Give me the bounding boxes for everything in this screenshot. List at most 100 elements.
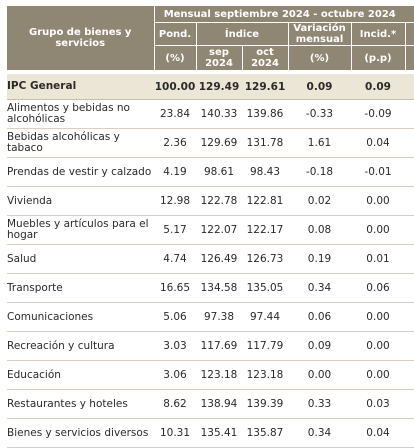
col-var-header: Variación mensual xyxy=(288,22,352,46)
incid-cell: -0.09 xyxy=(351,99,405,129)
table-row: Transporte 16.65 134.58 135.05 0.34 0.06 xyxy=(7,273,414,303)
oct-cell: 123.18 xyxy=(242,360,288,390)
table-row: Bienes y servicios diversos 10.31 135.41 13… xyxy=(7,418,414,448)
sep-cell: 134.58 xyxy=(196,273,242,303)
row-extension xyxy=(405,273,414,303)
sep-cell: 117.69 xyxy=(196,331,242,361)
incid-cell: 0.00 xyxy=(351,331,405,361)
incid-cell: -0.01 xyxy=(351,157,405,187)
var-cell: 0.19 xyxy=(288,244,351,274)
cpi-table: Grupo de bienes y servicios Mensual sept… xyxy=(7,6,414,448)
table-row: Recreación y cultura 3.03 117.69 117.79 0.09… xyxy=(7,331,414,361)
row-extension xyxy=(405,360,414,390)
row-extension xyxy=(405,244,414,274)
row-extension xyxy=(405,128,414,158)
oct-cell: 139.86 xyxy=(242,99,288,129)
incid-cell: 0.04 xyxy=(351,418,405,448)
category-cell: Muebles y artículos para el hogar xyxy=(7,215,154,245)
category-cell: Transporte xyxy=(7,273,154,303)
var-cell: 0.09 xyxy=(288,74,351,100)
var-cell: 0.33 xyxy=(288,389,351,419)
var-cell: 0.09 xyxy=(288,331,351,361)
table-row: Bebidas alcohólicas y tabaco 2.36 129.69 13… xyxy=(7,128,414,158)
sep-cell: 138.94 xyxy=(196,389,242,419)
category-cell: Bienes y servicios diversos xyxy=(7,418,154,448)
var-cell: -0.18 xyxy=(288,157,351,187)
sep-cell: 129.69 xyxy=(196,128,242,158)
sep-cell: 98.61 xyxy=(196,157,242,187)
col-indice-header: Índice xyxy=(196,22,289,46)
row-extension xyxy=(405,418,414,448)
row-extension xyxy=(405,186,414,216)
category-cell: Alimentos y bebidas no alcohólicas xyxy=(7,99,154,129)
incid-cell: 0.06 xyxy=(351,273,405,303)
pond-cell: 3.03 xyxy=(154,331,196,361)
row-extension xyxy=(405,99,414,129)
category-cell: Prendas de vestir y calzado xyxy=(7,157,154,187)
oct-cell: 131.78 xyxy=(242,128,288,158)
category-cell: Educación xyxy=(7,360,154,390)
incid-cell: 0.00 xyxy=(351,302,405,332)
pond-cell: 5.17 xyxy=(154,215,196,245)
category-cell: Salud xyxy=(7,244,154,274)
sep-cell: 122.07 xyxy=(196,215,242,245)
var-cell: 1.61 xyxy=(288,128,351,158)
sep-cell: 135.41 xyxy=(196,418,242,448)
header-extension xyxy=(405,45,414,70)
row-extension xyxy=(405,389,414,419)
col-pond-header: Pond. xyxy=(154,22,197,46)
table-row-total: IPC General 100.00 129.49 129.61 0.09 0.09 xyxy=(7,74,414,100)
table-row: Alimentos y bebidas no alcohólicas 23.84 1… xyxy=(7,99,414,129)
header-extension xyxy=(405,22,414,46)
var-cell: 0.06 xyxy=(288,302,351,332)
category-cell: Restaurantes y hoteles xyxy=(7,389,154,419)
incid-cell: 0.01 xyxy=(351,244,405,274)
pond-cell: 3.06 xyxy=(154,360,196,390)
var-cell: 0.34 xyxy=(288,273,351,303)
col-var-unit: (%) xyxy=(288,45,352,70)
var-cell: -0.33 xyxy=(288,99,351,129)
table-header: Grupo de bienes y servicios Mensual sept… xyxy=(7,6,414,70)
pond-cell: 100.00 xyxy=(154,74,196,100)
pond-cell: 12.98 xyxy=(154,186,196,216)
pond-cell: 16.65 xyxy=(154,273,196,303)
oct-cell: 139.39 xyxy=(242,389,288,419)
col-incid-unit: (p.p) xyxy=(351,45,406,70)
oct-cell: 126.73 xyxy=(242,244,288,274)
table-row: Restaurantes y hoteles 8.62 138.94 139.39 0.… xyxy=(7,389,414,419)
pond-cell: 4.74 xyxy=(154,244,196,274)
sep-cell: 123.18 xyxy=(196,360,242,390)
sep-cell: 122.78 xyxy=(196,186,242,216)
incid-cell: 0.03 xyxy=(351,389,405,419)
table-row: Muebles y artículos para el hogar 5.17 122… xyxy=(7,215,414,245)
var-cell: 0.00 xyxy=(288,360,351,390)
oct-cell: 135.05 xyxy=(242,273,288,303)
oct-cell: 98.43 xyxy=(242,157,288,187)
col-group-header: Grupo de bienes y servicios xyxy=(7,6,155,70)
incid-cell: 0.00 xyxy=(351,186,405,216)
oct-cell: 122.81 xyxy=(242,186,288,216)
sep-cell: 140.33 xyxy=(196,99,242,129)
row-extension xyxy=(405,157,414,187)
sep-cell: 126.49 xyxy=(196,244,242,274)
incid-cell: 0.00 xyxy=(351,360,405,390)
oct-cell: 117.79 xyxy=(242,331,288,361)
var-cell: 0.08 xyxy=(288,215,351,245)
table-row: Prendas de vestir y calzado 4.19 98.61 98.4… xyxy=(7,157,414,187)
table-row: Vivienda 12.98 122.78 122.81 0.02 0.00 xyxy=(7,186,414,216)
incid-cell: 0.09 xyxy=(351,74,405,100)
oct-cell: 97.44 xyxy=(242,302,288,332)
row-extension xyxy=(405,74,414,100)
pond-cell: 2.36 xyxy=(154,128,196,158)
col-oct-header: oct 2024 xyxy=(242,45,289,70)
var-cell: 0.02 xyxy=(288,186,351,216)
sep-cell: 97.38 xyxy=(196,302,242,332)
category-cell: IPC General xyxy=(7,74,154,100)
table-row: Salud 4.74 126.49 126.73 0.19 0.01 xyxy=(7,244,414,274)
row-extension xyxy=(405,302,414,332)
col-incid-header: Incid.* xyxy=(351,22,406,46)
table-row: Comunicaciones 5.06 97.38 97.44 0.06 0.00 xyxy=(7,302,414,332)
incid-cell: 0.00 xyxy=(351,215,405,245)
category-cell: Bebidas alcohólicas y tabaco xyxy=(7,128,154,158)
sep-cell: 129.49 xyxy=(196,74,242,100)
